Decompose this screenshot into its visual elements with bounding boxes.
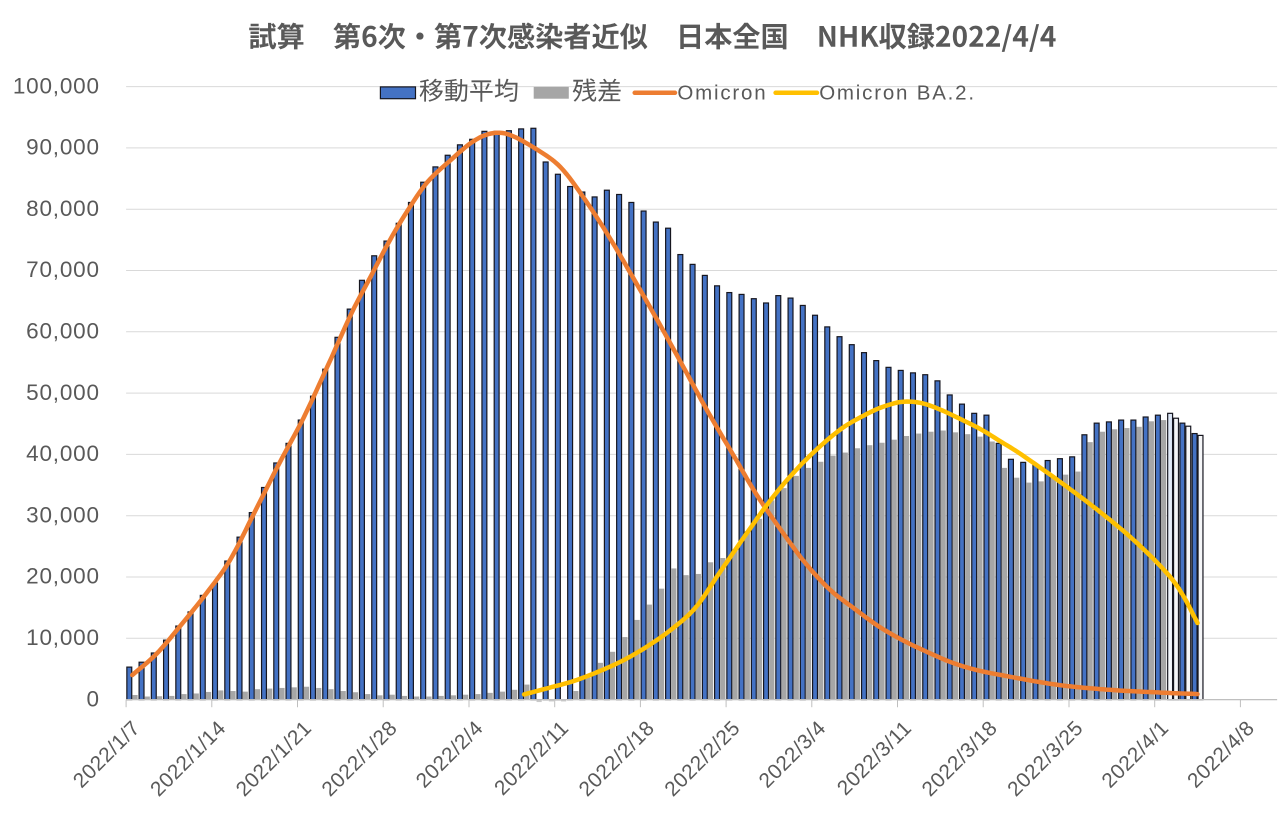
svg-text:30,000: 30,000 [26, 502, 100, 527]
svg-text:0: 0 [86, 686, 99, 711]
svg-text:10,000: 10,000 [26, 625, 100, 650]
svg-text:100,000: 100,000 [13, 73, 100, 98]
svg-text:60,000: 60,000 [26, 319, 100, 344]
svg-text:50,000: 50,000 [26, 380, 100, 405]
svg-text:40,000: 40,000 [26, 441, 100, 466]
svg-text:70,000: 70,000 [26, 257, 100, 282]
svg-text:Omicron BA.2.: Omicron BA.2. [819, 82, 976, 105]
svg-text:90,000: 90,000 [26, 135, 100, 160]
svg-text:Omicron: Omicron [677, 82, 767, 105]
svg-text:20,000: 20,000 [26, 564, 100, 589]
svg-text:80,000: 80,000 [26, 196, 100, 221]
